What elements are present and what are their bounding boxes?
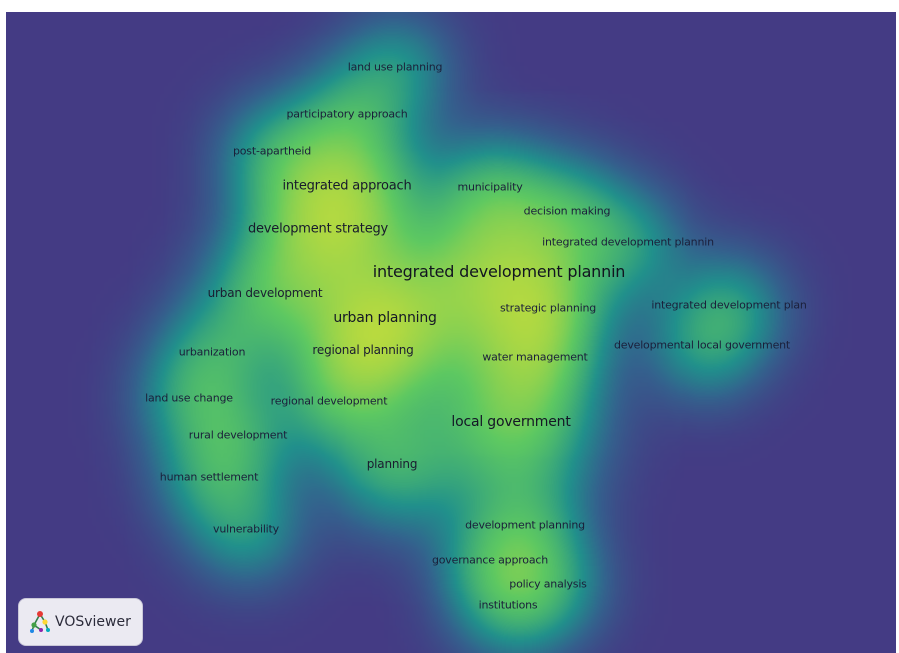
term-development-strategy[interactable]: development strategy — [247, 221, 389, 237]
term-labels: land use planning participatory approach… — [6, 12, 896, 653]
vosviewer-logo[interactable]: VOSviewer — [18, 598, 143, 646]
term-local-government[interactable]: local government — [451, 414, 571, 430]
term-water-management[interactable]: water management — [482, 350, 588, 364]
term-land-use-planning[interactable]: land use planning — [347, 60, 443, 74]
term-municipality[interactable]: municipality — [457, 180, 523, 194]
term-land-use-change[interactable]: land use change — [145, 391, 233, 405]
term-planning[interactable]: planning — [366, 457, 418, 471]
term-regional-planning[interactable]: regional planning — [312, 343, 414, 357]
term-integrated-development-plannin[interactable]: integrated development plannin — [372, 262, 626, 281]
term-participatory-approach[interactable]: participatory approach — [286, 107, 408, 121]
term-integrated-approach[interactable]: integrated approach — [282, 178, 412, 194]
term-urban-planning[interactable]: urban planning — [333, 310, 437, 326]
density-heatmap — [6, 12, 896, 653]
term-governance-approach[interactable]: governance approach — [432, 553, 548, 567]
vosviewer-logo-text: VOSviewer — [55, 614, 131, 630]
term-integrated-development-plan[interactable]: integrated development plan — [651, 298, 807, 312]
vosviewer-logo-icon — [30, 611, 50, 633]
density-map[interactable]: land use planning participatory approach… — [6, 12, 896, 653]
term-development-planning[interactable]: development planning — [465, 518, 585, 532]
term-developmental-local-government[interactable]: developmental local government — [613, 338, 791, 352]
term-post-apartheid[interactable]: post-apartheid — [232, 144, 312, 158]
term-institutions[interactable]: institutions — [478, 598, 538, 612]
term-strategic-planning[interactable]: strategic planning — [499, 301, 597, 315]
term-urbanization[interactable]: urbanization — [178, 345, 246, 359]
term-policy-analysis[interactable]: policy analysis — [509, 577, 587, 591]
term-regional-development[interactable]: regional development — [270, 394, 388, 408]
term-rural-development[interactable]: rural development — [188, 428, 288, 442]
term-integrated-development-plannin-2[interactable]: integrated development plannin — [542, 235, 714, 249]
term-vulnerability[interactable]: vulnerability — [213, 522, 279, 536]
term-urban-development[interactable]: urban development — [207, 286, 323, 300]
term-human-settlement[interactable]: human settlement — [159, 470, 259, 484]
term-decision-making[interactable]: decision making — [523, 204, 611, 218]
